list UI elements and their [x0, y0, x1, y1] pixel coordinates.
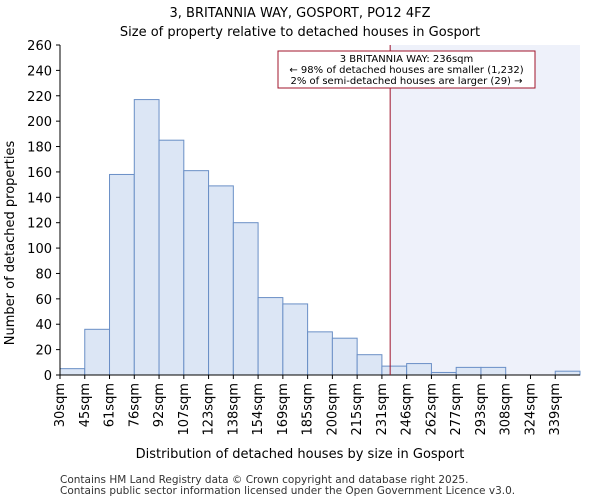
y-tick-label: 40: [35, 318, 52, 333]
x-tick-label: 185sqm: [301, 383, 316, 436]
bar: [133, 99, 160, 376]
x-tick-label: 262sqm: [424, 383, 439, 436]
bar: [208, 185, 234, 376]
x-tick-label: 215sqm: [350, 383, 365, 436]
bar: [406, 363, 432, 376]
y-tick-label: 120: [27, 217, 52, 232]
x-tick-label: 308sqm: [499, 383, 514, 436]
y-tick-label: 220: [27, 90, 52, 105]
bar: [554, 370, 581, 376]
y-tick-label: 0: [44, 369, 52, 384]
bar: [356, 354, 383, 376]
annotation-line-3: 2% of semi-detached houses are larger (2…: [290, 76, 522, 87]
y-tick-label: 240: [27, 64, 52, 79]
annotation-line-1: 3 BRITANNIA WAY: 236sqm: [340, 54, 474, 65]
bar: [480, 366, 507, 376]
bar: [331, 337, 358, 376]
bar: [381, 365, 408, 376]
x-tick-label: 30sqm: [53, 383, 68, 427]
x-tick-label: 61sqm: [103, 383, 118, 427]
x-tick-label: 324sqm: [523, 383, 538, 436]
x-axis-label: Distribution of detached houses by size …: [136, 447, 465, 462]
footer-line-1: Contains HM Land Registry data © Crown c…: [60, 474, 468, 486]
y-tick-label: 200: [27, 115, 52, 130]
bar: [158, 139, 185, 376]
x-tick-label: 76sqm: [127, 383, 142, 427]
chart-subtitle: Size of property relative to detached ho…: [120, 25, 480, 40]
x-tick-label: 107sqm: [177, 383, 192, 436]
x-tick-label: 169sqm: [276, 383, 291, 436]
bar: [282, 303, 309, 376]
x-tick-label: 45sqm: [78, 383, 93, 427]
annotation-box: [277, 50, 536, 89]
y-tick-label: 80: [35, 267, 52, 282]
x-tick-label: 92sqm: [152, 383, 167, 427]
x-tick-label: 231sqm: [375, 383, 390, 436]
highlight-region: [390, 45, 580, 375]
x-tick-label: 154sqm: [251, 383, 266, 436]
y-tick-label: 60: [35, 293, 52, 308]
x-tick-label: 339sqm: [548, 383, 563, 436]
x-tick-label: 138sqm: [226, 383, 241, 436]
x-tick-label: 293sqm: [474, 383, 489, 436]
y-tick-label: 260: [27, 39, 52, 54]
bar: [455, 366, 482, 376]
chart-title: 3, BRITANNIA WAY, GOSPORT, PO12 4FZ: [169, 6, 430, 21]
bar: [307, 331, 333, 376]
bar: [109, 173, 135, 376]
bar: [257, 297, 284, 376]
x-tick-label: 123sqm: [202, 383, 217, 436]
bar: [59, 368, 86, 376]
y-tick-label: 160: [27, 166, 52, 181]
y-tick-label: 20: [35, 344, 52, 359]
annotation-line-2: ← 98% of detached houses are smaller (1,…: [289, 65, 523, 76]
y-tick-label: 100: [27, 242, 52, 257]
x-tick-label: 246sqm: [400, 383, 415, 436]
plot-area: 0 20 40 60 80 100 120 140 160 180 200 220 240 260 30sq…: [27, 39, 581, 436]
bar: [84, 328, 111, 376]
bar: [232, 222, 259, 376]
y-axis-label: Number of detached properties: [3, 141, 18, 346]
bar: [183, 170, 210, 376]
x-tick-label: 200sqm: [325, 383, 340, 436]
x-tick-label: 277sqm: [449, 383, 464, 436]
y-tick-label: 140: [27, 191, 52, 206]
footer-line-2: Contains public sector information licen…: [60, 485, 515, 497]
y-tick-label: 180: [27, 141, 52, 156]
